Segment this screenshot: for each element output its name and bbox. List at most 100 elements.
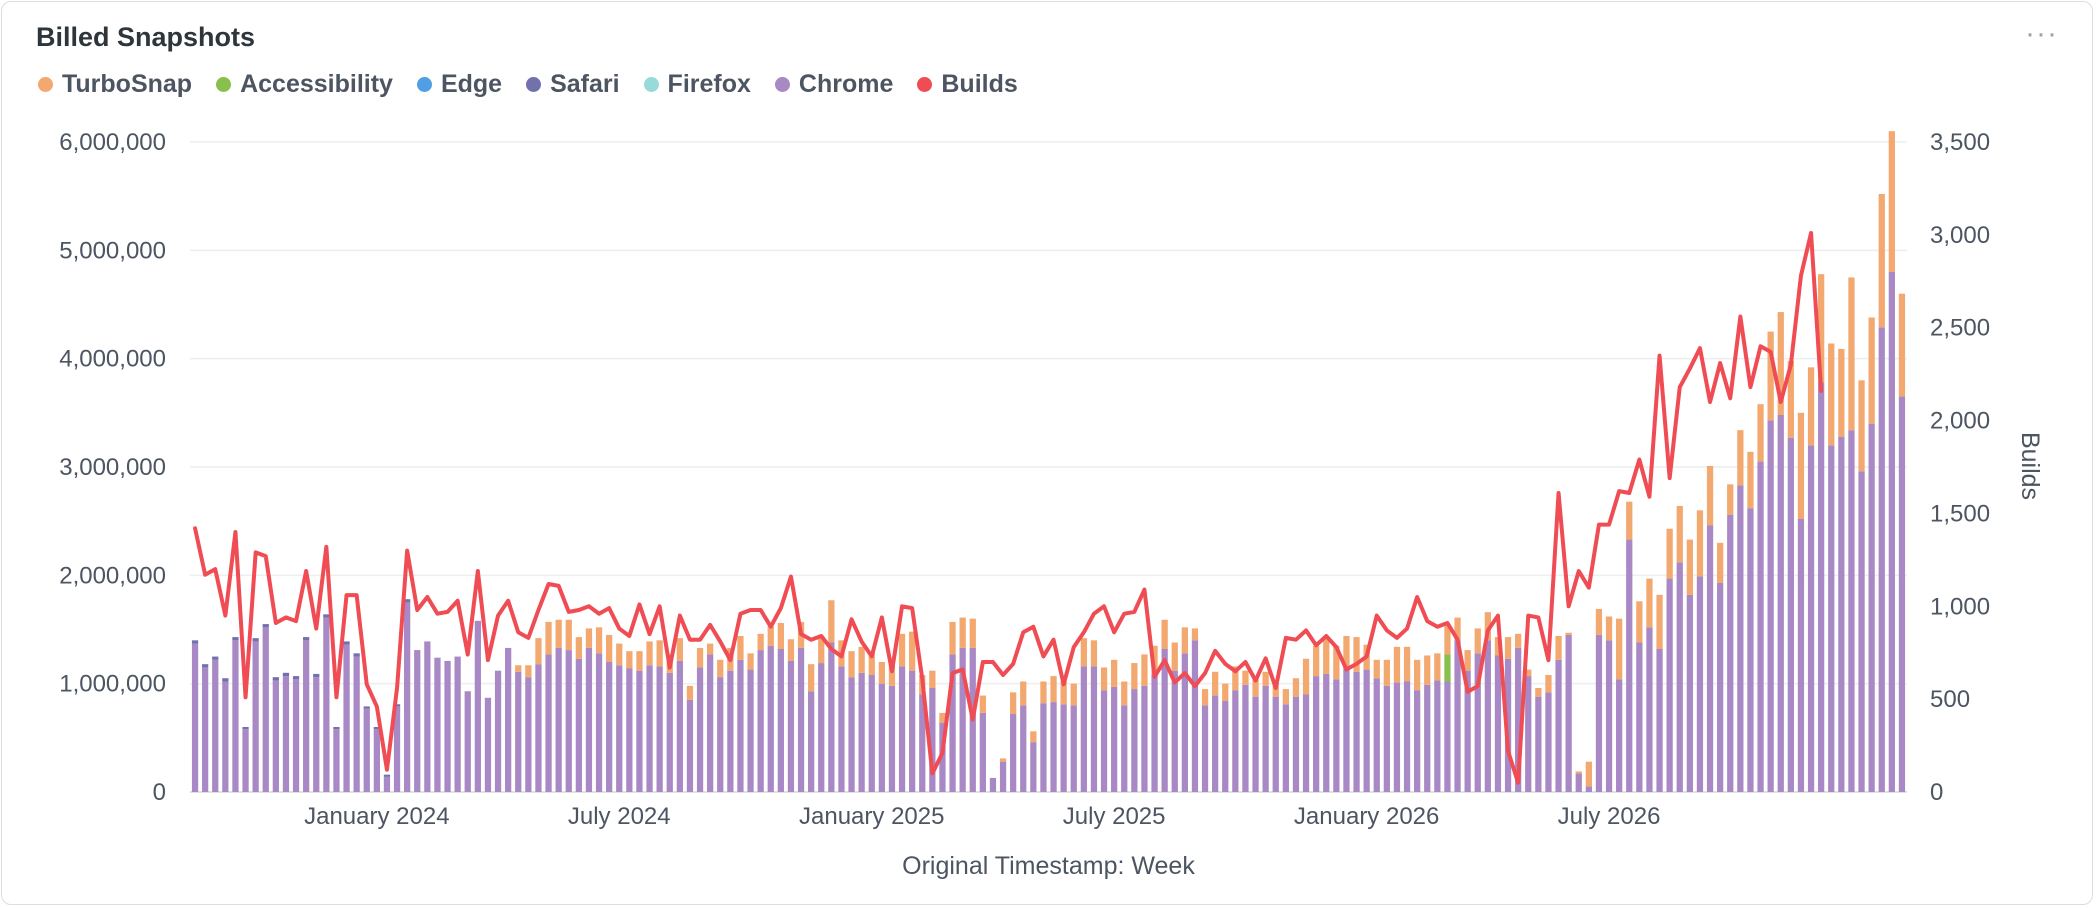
bar-safari[interactable] — [282, 672, 290, 677]
bar-chrome[interactable] — [909, 670, 916, 792]
bar-turbosnap[interactable] — [1343, 636, 1350, 668]
bar-turbosnap[interactable] — [1313, 645, 1320, 677]
bar-chrome[interactable] — [1696, 576, 1704, 792]
bar-chrome[interactable] — [1181, 653, 1188, 792]
bar-chrome[interactable] — [444, 660, 451, 792]
bar-chrome[interactable] — [1191, 640, 1199, 792]
bar-chrome[interactable] — [777, 649, 784, 792]
bar-chrome[interactable] — [1565, 634, 1572, 792]
bar-chrome[interactable] — [1353, 671, 1360, 792]
bar-safari[interactable] — [393, 704, 401, 707]
bar-chrome[interactable] — [1232, 690, 1239, 792]
bar-turbosnap[interactable] — [696, 647, 704, 668]
bar-turbosnap[interactable] — [616, 643, 623, 666]
bar-turbosnap[interactable] — [1121, 681, 1128, 706]
bar-chrome[interactable] — [1807, 445, 1815, 792]
bar-safari[interactable] — [262, 624, 269, 628]
bar-chrome[interactable] — [1595, 634, 1603, 792]
bar-chrome[interactable] — [1201, 705, 1209, 792]
bar-turbosnap[interactable] — [1080, 638, 1087, 667]
bar-chrome[interactable] — [1464, 670, 1471, 792]
bar-chrome[interactable] — [242, 729, 249, 792]
bar-turbosnap[interactable] — [1454, 617, 1461, 641]
bar-chrome[interactable] — [414, 650, 421, 792]
bar-turbosnap[interactable] — [1464, 650, 1471, 671]
bar-turbosnap[interactable] — [595, 627, 603, 654]
bar-chrome[interactable] — [1494, 655, 1502, 793]
bar-safari[interactable] — [191, 640, 199, 644]
bar-chrome[interactable] — [787, 660, 795, 792]
bar-chrome[interactable] — [1828, 445, 1835, 792]
builds-line[interactable] — [193, 231, 1824, 785]
bar-turbosnap[interactable] — [848, 651, 855, 678]
bar-chrome[interactable] — [575, 658, 582, 792]
bar-chrome[interactable] — [484, 697, 492, 792]
bar-turbosnap[interactable] — [515, 665, 522, 672]
bar-turbosnap[interactable] — [1242, 670, 1249, 685]
bar-chrome[interactable] — [707, 654, 714, 792]
bar-turbosnap[interactable] — [1757, 404, 1764, 462]
bar-chrome[interactable] — [858, 672, 865, 792]
bar-turbosnap[interactable] — [1141, 654, 1148, 686]
bar-turbosnap[interactable] — [1373, 659, 1380, 679]
bar-turbosnap[interactable] — [1393, 646, 1401, 683]
bar-chrome[interactable] — [505, 647, 512, 792]
bar-turbosnap[interactable] — [999, 758, 1007, 762]
bar-chrome[interactable] — [1424, 684, 1431, 792]
bar-chrome[interactable] — [626, 668, 633, 793]
bar-chrome[interactable] — [676, 660, 683, 792]
bar-turbosnap[interactable] — [1323, 637, 1330, 674]
bar-chrome[interactable] — [262, 627, 269, 792]
bar-chrome[interactable] — [929, 688, 936, 792]
bar-turbosnap[interactable] — [1696, 510, 1704, 577]
bar-chrome[interactable] — [1727, 514, 1734, 792]
bar-chrome[interactable] — [878, 683, 885, 792]
bar-chrome[interactable] — [1070, 705, 1077, 792]
bar-turbosnap[interactable] — [1868, 317, 1875, 424]
bar-chrome[interactable] — [212, 659, 219, 792]
bar-turbosnap[interactable] — [1626, 501, 1633, 540]
bar-safari[interactable] — [202, 664, 209, 668]
bar-chrome[interactable] — [585, 647, 593, 792]
bar-chrome[interactable] — [1403, 681, 1411, 793]
bar-turbosnap[interactable] — [1383, 659, 1390, 686]
bar-turbosnap[interactable] — [969, 618, 976, 648]
legend-item-edge[interactable]: Edge — [416, 70, 502, 99]
bar-chrome[interactable] — [1686, 594, 1693, 792]
bar-turbosnap[interactable] — [1292, 678, 1300, 697]
bar-safari[interactable] — [303, 637, 310, 641]
bar-chrome[interactable] — [606, 662, 613, 792]
bar-turbosnap[interactable] — [1333, 645, 1340, 680]
bar-turbosnap[interactable] — [1706, 465, 1714, 526]
legend-item-accessibility[interactable]: Accessibility — [216, 70, 393, 99]
bar-chrome[interactable] — [1474, 653, 1481, 792]
bar-turbosnap[interactable] — [565, 619, 572, 651]
bar-chrome[interactable] — [1111, 686, 1118, 792]
bar-chrome[interactable] — [464, 691, 471, 792]
bar-chrome[interactable] — [303, 640, 310, 792]
bar-safari[interactable] — [404, 599, 411, 603]
bar-chrome[interactable] — [393, 706, 401, 792]
bar-turbosnap[interactable] — [1020, 681, 1027, 706]
bar-turbosnap[interactable] — [1515, 633, 1522, 648]
bar-chrome[interactable] — [949, 654, 956, 792]
bar-turbosnap[interactable] — [898, 633, 906, 667]
bar-chrome[interactable] — [383, 776, 391, 792]
bar-chrome[interactable] — [1747, 508, 1754, 792]
bar-turbosnap[interactable] — [1232, 666, 1239, 691]
bar-turbosnap[interactable] — [1030, 731, 1037, 743]
bar-turbosnap[interactable] — [1747, 451, 1754, 509]
legend-item-turbosnap[interactable]: TurboSnap — [38, 70, 192, 99]
bar-turbosnap[interactable] — [737, 636, 744, 660]
bar-safari[interactable] — [272, 677, 279, 681]
bar-safari[interactable] — [232, 637, 239, 641]
bar-chrome[interactable] — [1343, 667, 1350, 792]
bar-turbosnap[interactable] — [1444, 624, 1451, 655]
bar-turbosnap[interactable] — [787, 639, 795, 661]
bar-chrome[interactable] — [1575, 773, 1582, 792]
bar-turbosnap[interactable] — [1191, 628, 1199, 641]
bar-chrome[interactable] — [1656, 649, 1663, 792]
bar-turbosnap[interactable] — [1262, 671, 1269, 686]
bar-chrome[interactable] — [717, 677, 724, 792]
bar-turbosnap[interactable] — [1494, 637, 1502, 656]
